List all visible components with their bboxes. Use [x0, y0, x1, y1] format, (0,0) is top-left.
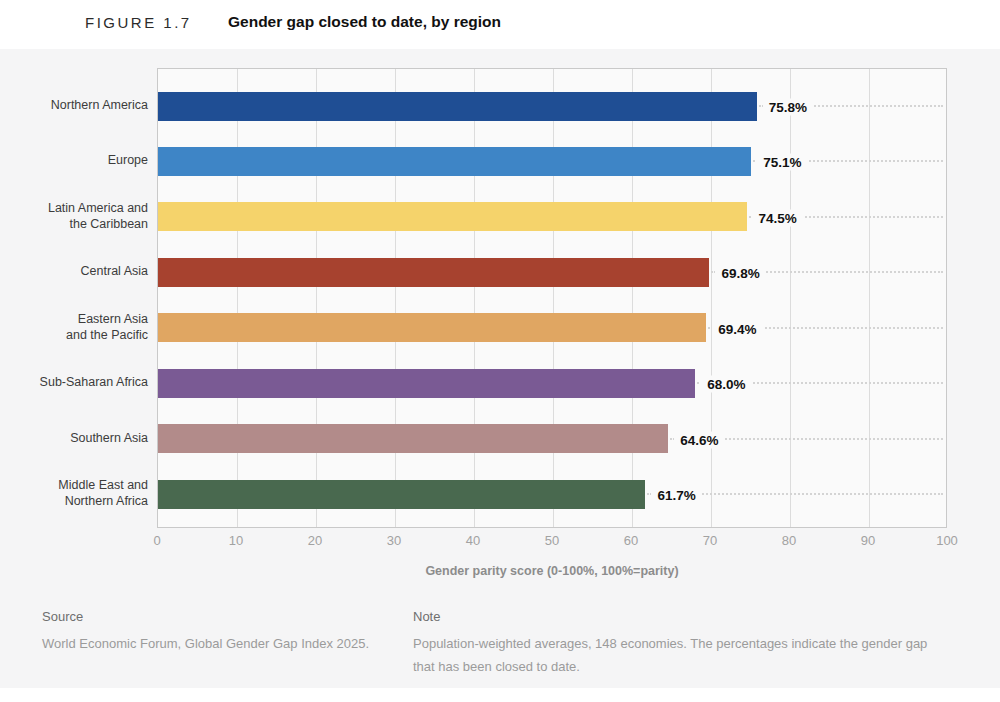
category-label-europe: Europe [108, 152, 148, 168]
x-tick-label-80: 80 [782, 533, 796, 548]
value-label-sub-saharan-africa: 68.0% [701, 376, 751, 393]
chart-panel: Northern America Europe Latin America andt… [0, 49, 1000, 688]
x-tick-label-60: 60 [624, 533, 638, 548]
x-tick-label-40: 40 [466, 533, 480, 548]
x-tick-label-10: 10 [229, 533, 243, 548]
leader-line-eastern-asia-and-the-pacific: 69.4% [708, 327, 943, 329]
plot-area: 75.8% 75.1% 74.5% 69.8% 69.4% 68.0% 64.6% 61.7% [157, 68, 947, 528]
bar-northern-america [158, 92, 757, 121]
bar-row-latin-america-and-the-caribbean: 74.5% [158, 202, 946, 231]
note-text: Population-weighted averages, 148 econom… [413, 632, 948, 678]
leader-line-central-asia: 69.8% [711, 271, 943, 273]
x-tick-label-70: 70 [703, 533, 717, 548]
gridline-20 [316, 69, 317, 527]
x-axis: 0102030405060708090100 [157, 533, 947, 551]
bar-row-europe: 75.1% [158, 147, 946, 176]
bar-row-sub-saharan-africa: 68.0% [158, 369, 946, 398]
figure-page: FIGURE 1.7 Gender gap closed to date, by… [0, 0, 1000, 702]
bar-middle-east-and-northern-africa [158, 480, 645, 509]
gridline-40 [474, 69, 475, 527]
source-heading: Source [42, 609, 382, 624]
category-labels-column: Northern America Europe Latin America andt… [0, 68, 148, 528]
gridline-30 [395, 69, 396, 527]
figure-header: FIGURE 1.7 Gender gap closed to date, by… [0, 0, 1000, 49]
figure-number-label: FIGURE 1.7 [85, 14, 192, 31]
x-tick-label-0: 0 [153, 533, 160, 548]
note-heading: Note [413, 609, 948, 624]
bar-eastern-asia-and-the-pacific [158, 313, 706, 342]
category-label-central-asia: Central Asia [81, 263, 148, 279]
bar-europe [158, 147, 751, 176]
source-text: World Economic Forum, Global Gender Gap … [42, 632, 382, 655]
category-label-middle-east-and-northern-africa: Middle East andNorthern Africa [58, 477, 148, 509]
category-label-southern-asia: Southern Asia [70, 430, 148, 446]
bar-latin-america-and-the-caribbean [158, 202, 747, 231]
x-tick-label-90: 90 [861, 533, 875, 548]
leader-line-northern-america: 75.8% [759, 105, 943, 107]
bar-southern-asia [158, 424, 668, 453]
bar-row-southern-asia: 64.6% [158, 424, 946, 453]
x-tick-label-50: 50 [545, 533, 559, 548]
gridline-70 [711, 69, 712, 527]
gridline-90 [869, 69, 870, 527]
category-label-northern-america: Northern America [51, 97, 148, 113]
category-label-eastern-asia-and-the-pacific: Eastern Asiaand the Pacific [66, 311, 148, 343]
leader-line-southern-asia: 64.6% [670, 438, 943, 440]
bar-row-central-asia: 69.8% [158, 258, 946, 287]
gridline-60 [632, 69, 633, 527]
value-label-central-asia: 69.8% [715, 265, 765, 282]
x-tick-label-20: 20 [308, 533, 322, 548]
gridline-80 [790, 69, 791, 527]
value-label-middle-east-and-northern-africa: 61.7% [651, 487, 701, 504]
note-block: Note Population-weighted averages, 148 e… [413, 609, 948, 678]
bar-row-eastern-asia-and-the-pacific: 69.4% [158, 313, 946, 342]
leader-line-middle-east-and-northern-africa: 61.7% [647, 493, 943, 495]
bar-central-asia [158, 258, 709, 287]
figure-title: Gender gap closed to date, by region [228, 13, 501, 31]
x-tick-label-100: 100 [936, 533, 958, 548]
gridline-10 [237, 69, 238, 527]
source-block: Source World Economic Forum, Global Gend… [42, 609, 382, 655]
category-label-sub-saharan-africa: Sub-Saharan Africa [40, 374, 148, 390]
x-tick-label-30: 30 [387, 533, 401, 548]
gridline-50 [553, 69, 554, 527]
value-label-latin-america-and-the-caribbean: 74.5% [753, 209, 803, 226]
leader-line-sub-saharan-africa: 68.0% [697, 382, 943, 384]
x-axis-title: Gender parity score (0-100%, 100%=parity… [157, 564, 947, 578]
value-label-southern-asia: 64.6% [674, 431, 724, 448]
leader-line-latin-america-and-the-caribbean: 74.5% [749, 216, 943, 218]
value-label-europe: 75.1% [757, 154, 807, 171]
category-label-latin-america-and-the-caribbean: Latin America andthe Caribbean [48, 200, 148, 232]
bar-row-middle-east-and-northern-africa: 61.7% [158, 480, 946, 509]
leader-line-europe: 75.1% [753, 160, 943, 162]
value-label-northern-america: 75.8% [763, 99, 813, 116]
value-label-eastern-asia-and-the-pacific: 69.4% [712, 320, 762, 337]
bar-row-northern-america: 75.8% [158, 92, 946, 121]
bar-sub-saharan-africa [158, 369, 695, 398]
